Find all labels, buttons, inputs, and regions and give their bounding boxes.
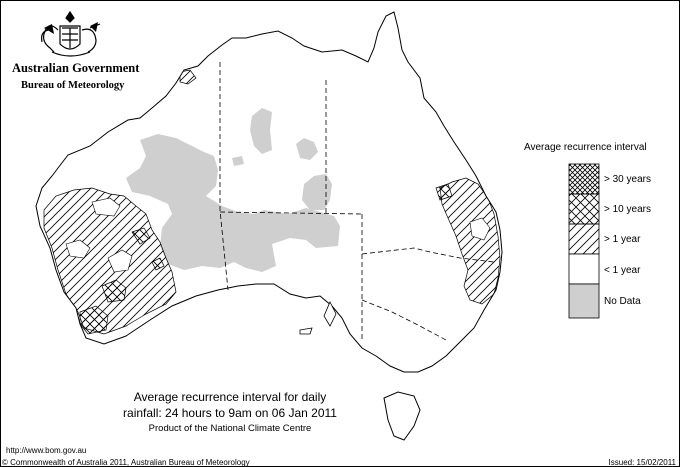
gulf-outline xyxy=(323,301,337,327)
legend-swatch-blank xyxy=(568,253,600,285)
coat-of-arms-icon xyxy=(41,10,101,57)
no-data-region-north-2 xyxy=(296,138,318,160)
legend-label-nodata: No Data xyxy=(604,296,641,307)
no-data-region-small xyxy=(232,156,244,166)
caption-title-line2: rainfall: 24 hours to 9am on 06 Jan 2011 xyxy=(123,406,337,420)
footer-copyright: © Commonwealth of Australia 2011, Austra… xyxy=(2,458,250,467)
no-data-region-central xyxy=(126,134,340,272)
crosshatch-region-1 xyxy=(101,279,127,303)
crosshatch-region-4 xyxy=(151,257,165,271)
government-name: Australian Government xyxy=(12,61,140,75)
legend-boxes xyxy=(568,163,600,319)
blank-patch-4 xyxy=(469,217,491,241)
hatch-region-north xyxy=(179,69,197,85)
bureau-name: Bureau of Meteorology xyxy=(21,80,125,91)
legend-swatch-dense xyxy=(568,163,600,195)
blank-patch-3 xyxy=(65,239,91,259)
state-borders xyxy=(219,62,495,341)
footer-url[interactable]: http://www.bom.gov.au xyxy=(6,446,87,455)
legend-label-lt1y: < 1 year xyxy=(604,265,641,276)
legend-swatch-hatch xyxy=(568,223,600,255)
tasmania-outline xyxy=(383,391,421,441)
blank-patch-2 xyxy=(107,249,133,273)
legend-swatch-crosshatch xyxy=(568,193,600,225)
crosshatch-region-3 xyxy=(131,227,151,245)
no-data-region-northeast xyxy=(302,174,332,210)
legend-swatch-nodata xyxy=(568,283,600,319)
blank-patch-1 xyxy=(91,197,121,217)
legend-label-30y: > 30 years xyxy=(604,174,651,185)
footer-issued-date: Issued: 15/02/2011 xyxy=(608,458,676,467)
caption-title-line1: Average recurrence interval for daily xyxy=(133,390,327,404)
kangaroo-island xyxy=(299,327,313,335)
crosshatch-region-5 xyxy=(435,183,453,201)
no-data-region-north xyxy=(250,108,272,154)
caption-product-line: Product of the National Climate Centre xyxy=(148,423,312,434)
legend-title: Average recurrence interval xyxy=(524,142,647,153)
legend-label-10y: > 10 years xyxy=(604,204,651,215)
legend-label-1y: > 1 year xyxy=(604,234,641,245)
